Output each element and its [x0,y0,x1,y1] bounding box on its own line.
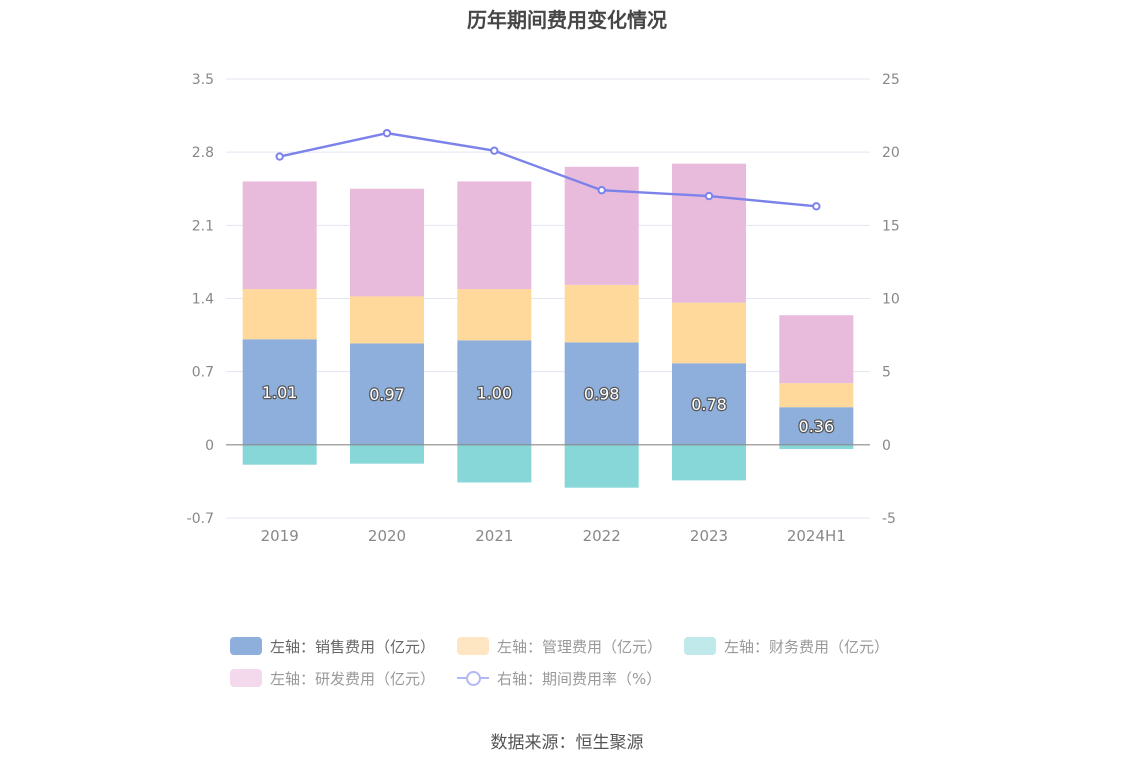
legend-item-rate[interactable]: 右轴：期间费用率（%） [457,668,661,689]
data-label-sales: 0.97 [369,385,405,404]
x-tick-label: 2022 [583,527,621,545]
data-labels: 1.01 0.97 1.00 0.98 0.78 0.36 [261,382,836,437]
bar-admin [672,302,746,364]
x-tick-label: 2020 [368,527,406,545]
legend-swatch-sales [230,637,262,655]
axes: 3.5 2.8 2.1 1.4 0.7 0 -0.7 25 20 15 10 5 0 -5 2019 2020… [187,72,900,545]
legend-label-rate: 右轴：期间费用率（%） [497,669,662,688]
rate-point [490,146,499,155]
data-label-sales: 0.36 [799,417,835,436]
rate-point [597,186,606,195]
bar-sales [242,339,317,445]
left-tick-label: 3.5 [192,72,214,88]
bar-finance [672,444,746,481]
legend-item-finance[interactable]: 左轴：财务费用（亿元） [684,636,889,657]
rate-point [275,152,284,161]
bar-finance [564,444,639,488]
bar-rd [779,315,854,384]
bar-admin [350,296,424,344]
bar-admin [242,289,317,340]
bar-finance [350,444,424,464]
left-tick-label: 2.8 [192,145,214,161]
legend-row-2: 左轴：研发费用（亿元） 右轴：期间费用率（%） [230,662,930,694]
legend: 左轴：销售费用（亿元） 左轴：管理费用（亿元） 左轴：财务费用（亿元） 左轴：研… [230,630,930,694]
x-tick-label: 2023 [690,527,728,545]
rate-line [275,128,821,211]
data-label-sales: 1.01 [262,383,298,402]
legend-label-rd: 左轴：研发费用（亿元） [270,669,436,688]
legend-item-sales[interactable]: 左轴：销售费用（亿元） [230,636,435,657]
data-label-sales: 0.78 [691,395,727,414]
legend-item-admin[interactable]: 左轴：管理费用（亿元） [457,636,662,657]
legend-label-admin: 左轴：管理费用（亿元） [497,637,663,656]
bar-sales [672,363,746,445]
left-tick-label: 0.7 [192,365,214,381]
left-tick-label: 1.4 [192,292,214,308]
bar-rd [564,166,639,285]
bar-finance [242,444,317,465]
right-tick-label: 20 [882,145,900,161]
legend-swatch-rate [457,669,490,687]
left-tick-label: 0 [205,438,214,454]
bar-rd [350,188,424,297]
right-tick-label: 10 [882,292,900,308]
legend-swatch-finance [684,637,717,655]
left-tick-label: -0.7 [187,511,214,527]
rate-point [382,128,392,138]
rate-point [704,191,714,201]
chart-svg: 1.01 0.97 1.00 0.98 0.78 0.36 3.5 2.8 2.1 1.4 0.7… [187,72,900,545]
data-label-sales: 0.98 [584,385,620,404]
bar-rd [457,181,532,290]
right-tick-label: 5 [882,365,891,381]
chart-title: 历年期间费用变化情况 [467,8,667,32]
right-tick-label: -5 [882,511,896,527]
bar-rd [672,163,746,303]
legend-label-finance: 左轴：财务费用（亿元） [724,637,890,656]
bar-sales [350,343,424,445]
legend-swatch-rd [230,669,262,687]
right-tick-label: 25 [882,72,900,88]
bars [242,163,854,488]
legend-swatch-admin [457,637,490,655]
rate-polyline [279,131,817,208]
grid-lines [226,78,870,519]
bar-admin [564,284,639,343]
bar-rd [242,181,317,290]
x-tick-label: 2024H1 [787,527,846,545]
rate-point [812,202,821,211]
bar-sales [457,340,532,445]
bar-admin [457,289,532,341]
data-label-sales: 1.00 [477,384,513,403]
bar-finance [779,444,854,450]
legend-row-1: 左轴：销售费用（亿元） 左轴：管理费用（亿元） 左轴：财务费用（亿元） [230,630,930,662]
bar-finance [457,444,532,483]
bar-sales [564,342,639,445]
legend-item-rd[interactable]: 左轴：研发费用（亿元） [230,668,435,689]
x-tick-label: 2019 [261,527,299,545]
left-tick-label: 2.1 [192,218,214,234]
data-source: 数据来源：恒生聚源 [490,733,644,753]
bar-sales [779,407,854,445]
right-tick-label: 15 [882,218,900,234]
bar-admin [779,383,854,408]
right-tick-label: 0 [882,438,891,454]
x-tick-label: 2021 [475,527,513,545]
legend-label-sales: 左轴：销售费用（亿元） [270,637,436,656]
